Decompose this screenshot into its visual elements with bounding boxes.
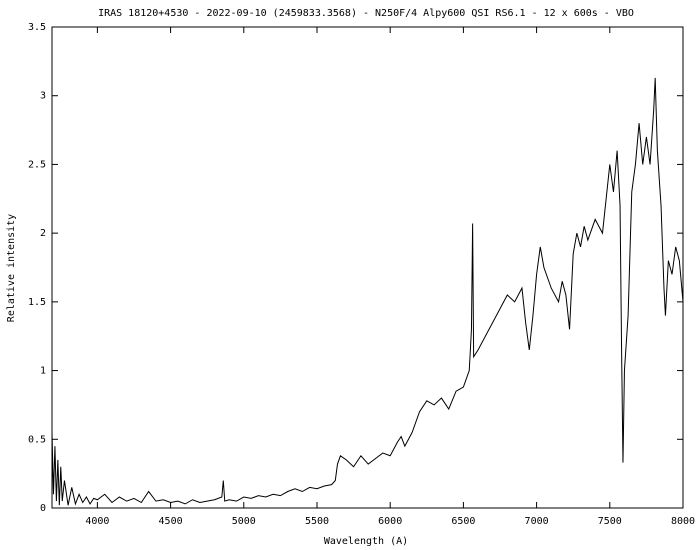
y-tick-label: 0 — [40, 503, 46, 514]
chart-title: IRAS 18120+4530 - 2022-09-10 (2459833.35… — [98, 8, 634, 19]
y-tick-label: 0.5 — [28, 434, 46, 445]
x-tick-label: 7500 — [598, 516, 622, 527]
x-tick-label: 5000 — [232, 516, 256, 527]
x-tick-label: 7000 — [525, 516, 549, 527]
x-tick-label: 4000 — [85, 516, 109, 527]
y-tick-label: 2.5 — [28, 159, 46, 170]
x-tick-label: 8000 — [671, 516, 695, 527]
plot-border — [51, 26, 684, 509]
y-tick-label: 1.5 — [28, 297, 46, 308]
y-tick-label: 1 — [40, 366, 46, 377]
y-tick-label: 3.5 — [28, 22, 46, 33]
x-tick-label: 6500 — [451, 516, 475, 527]
spectrum-line — [51, 77, 684, 506]
x-tick-label: 4500 — [159, 516, 183, 527]
y-tick-label: 2 — [40, 228, 46, 239]
y-axis-label: Relative intensity — [6, 214, 17, 322]
x-tick-label: 5500 — [305, 516, 329, 527]
x-axis-label: Wavelength (A) — [324, 536, 408, 547]
y-tick-label: 3 — [40, 91, 46, 102]
x-tick-label: 6000 — [378, 516, 402, 527]
